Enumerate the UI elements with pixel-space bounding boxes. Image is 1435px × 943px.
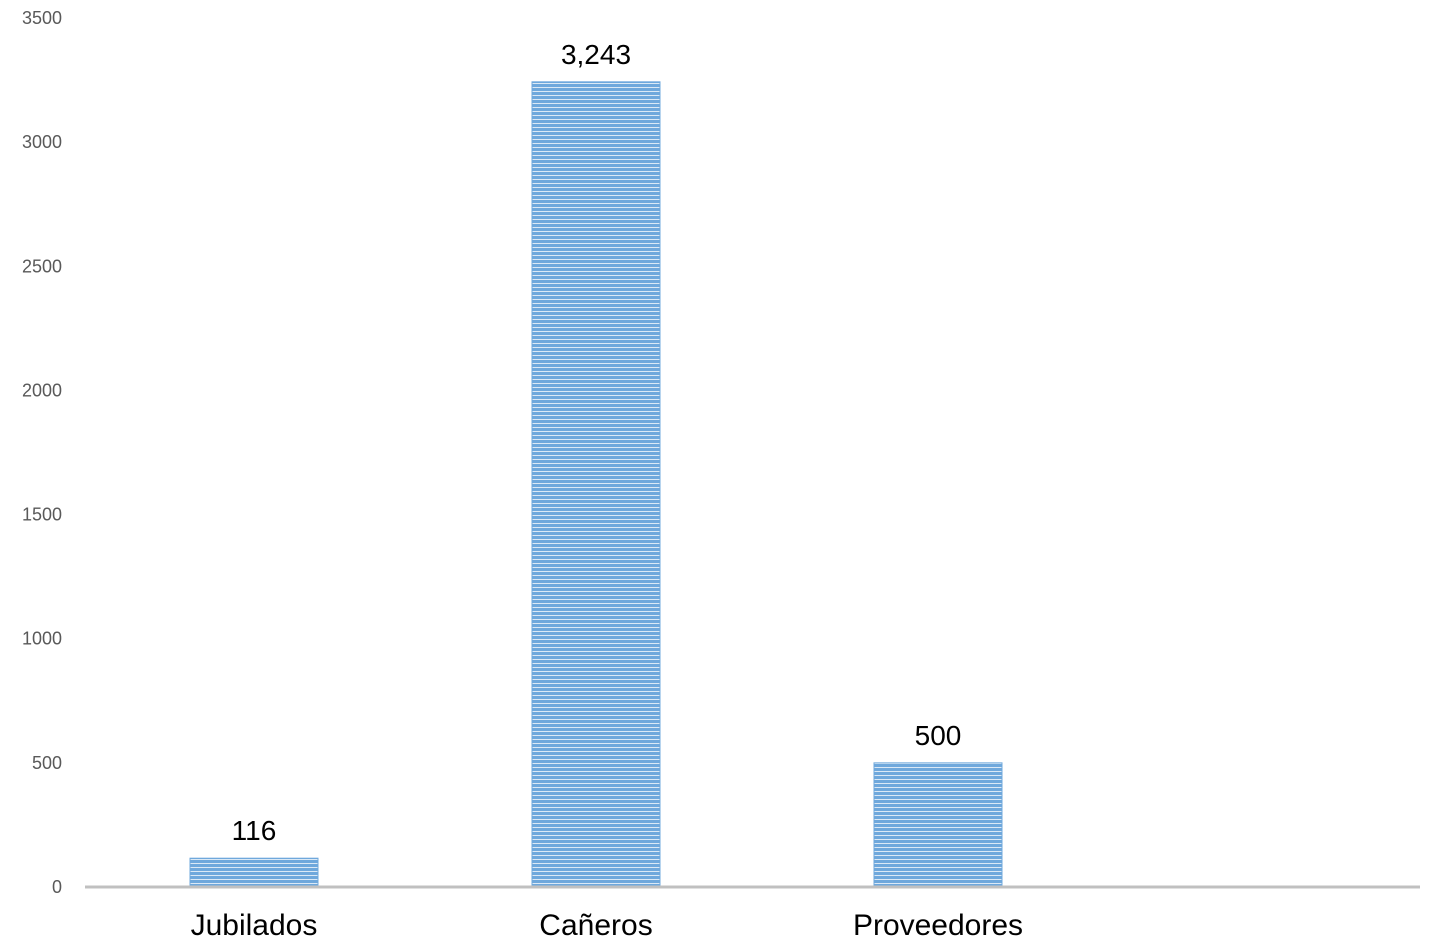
y-tick-label: 3500 [22,8,62,28]
bars [189,81,1003,888]
data-labels: 116 3,243 500 [232,39,962,846]
data-label: 3,243 [561,39,631,70]
x-axis-ticks: Jubilados Cañeros Proveedores [191,909,1023,942]
y-tick-label: 0 [52,877,62,897]
x-tick-label: Jubilados [191,909,318,942]
y-tick-label: 3000 [22,132,62,152]
y-tick-label: 1000 [22,629,62,649]
x-tick-label: Proveedores [853,909,1023,942]
data-label: 116 [232,815,277,846]
y-tick-label: 2000 [22,380,62,400]
y-tick-label: 1500 [22,505,62,525]
y-tick-label: 2500 [22,256,62,276]
bar-jubilados [189,857,319,888]
x-tick-label: Cañeros [539,909,652,942]
bar-proveedores [873,762,1003,888]
data-label: 500 [915,720,962,751]
y-tick-label: 500 [32,753,62,773]
y-axis-ticks: 0 500 1000 1500 2000 2500 3000 3500 [22,8,62,897]
bar-cañeros [531,81,661,888]
